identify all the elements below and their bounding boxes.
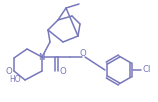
- Text: O: O: [6, 67, 12, 75]
- Text: O: O: [80, 49, 86, 59]
- Text: O: O: [60, 68, 66, 76]
- Text: HO: HO: [9, 75, 21, 84]
- Text: N: N: [38, 53, 44, 62]
- Text: Cl: Cl: [143, 65, 151, 74]
